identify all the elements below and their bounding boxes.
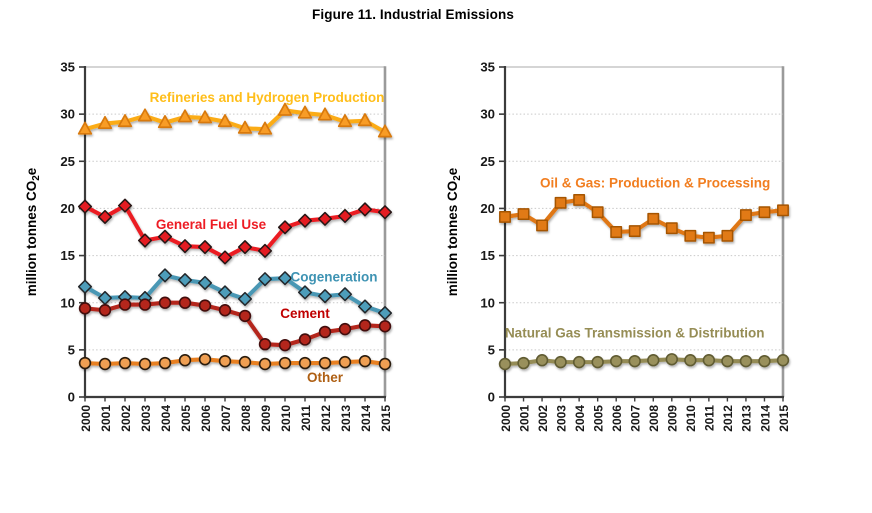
svg-text:2007: 2007 — [629, 405, 643, 432]
y-axis-label: million tonnes CO2e — [24, 167, 42, 296]
svg-text:2011: 2011 — [703, 405, 717, 431]
svg-text:2005: 2005 — [591, 405, 605, 432]
series-general-fuel-use — [77, 198, 393, 265]
svg-text:15: 15 — [60, 248, 75, 263]
svg-text:0: 0 — [68, 390, 75, 405]
svg-text:2003: 2003 — [554, 405, 568, 432]
series-label-other: Other — [307, 370, 344, 385]
svg-text:2000: 2000 — [499, 405, 513, 432]
svg-text:5: 5 — [68, 342, 75, 357]
svg-text:10: 10 — [60, 295, 75, 310]
x-tick-labels: 2000 2001 2002 2003 2004 2005 2006 2007 2008 2009… — [499, 397, 791, 432]
plot-area — [505, 67, 783, 397]
y-tick-labels: 0 5 10 15 20 25 30 35 — [480, 60, 505, 405]
svg-text:30: 30 — [60, 107, 75, 122]
series-label-general-fuel-use: General Fuel Use — [156, 217, 267, 232]
svg-text:2006: 2006 — [610, 405, 624, 432]
svg-text:2002: 2002 — [119, 405, 133, 432]
svg-text:30: 30 — [480, 107, 495, 122]
svg-text:10: 10 — [480, 295, 495, 310]
series-cogeneration — [77, 268, 393, 321]
svg-text:2005: 2005 — [179, 405, 193, 432]
y-tick-labels: 0 5 10 15 20 25 30 35 — [60, 60, 85, 405]
svg-text:2013: 2013 — [339, 405, 353, 432]
svg-text:35: 35 — [480, 60, 495, 75]
svg-text:25: 25 — [60, 154, 75, 169]
svg-text:2001: 2001 — [517, 405, 531, 432]
svg-text:2002: 2002 — [536, 405, 550, 432]
series-label-oil-gas-production-processing: Oil & Gas: Production & Processing — [540, 176, 770, 191]
svg-text:2006: 2006 — [199, 405, 213, 432]
svg-text:2007: 2007 — [219, 405, 233, 432]
svg-text:2001: 2001 — [99, 405, 113, 432]
svg-text:2004: 2004 — [573, 405, 587, 432]
svg-text:2004: 2004 — [159, 405, 173, 432]
x-tick-labels: 2000 2001 2002 2003 2004 2005 2006 2007 2008 2009… — [79, 397, 393, 432]
y-axis-label: million tonnes CO2e — [445, 167, 463, 296]
series-oil-gas-production-processing — [499, 193, 789, 244]
svg-text:35: 35 — [60, 60, 75, 75]
series-cement — [78, 296, 392, 352]
series-label-natural-gas-transmission-distribution: Natural Gas Transmission & Distribution — [505, 326, 765, 341]
svg-text:25: 25 — [480, 154, 495, 169]
svg-text:2014: 2014 — [758, 405, 772, 432]
svg-text:5: 5 — [488, 342, 495, 357]
svg-text:20: 20 — [60, 201, 75, 216]
svg-text:2009: 2009 — [259, 405, 273, 432]
series-refineries-and-hydrogen-production — [77, 102, 393, 138]
svg-text:15: 15 — [480, 248, 495, 263]
figure-title: Figure 11. Industrial Emissions — [312, 7, 514, 22]
svg-text:2015: 2015 — [379, 405, 393, 432]
svg-text:2003: 2003 — [139, 405, 153, 432]
svg-text:2010: 2010 — [684, 405, 698, 432]
svg-text:0: 0 — [488, 390, 495, 405]
svg-text:2012: 2012 — [319, 405, 333, 432]
series-label-refineries-and-hydrogen-production: Refineries and Hydrogen Production — [150, 90, 385, 105]
plot-area — [85, 67, 385, 397]
svg-text:2000: 2000 — [79, 405, 93, 432]
svg-text:2014: 2014 — [359, 405, 373, 432]
svg-text:2011: 2011 — [299, 405, 313, 431]
svg-text:2009: 2009 — [666, 405, 680, 432]
svg-text:2008: 2008 — [239, 405, 253, 432]
svg-text:2010: 2010 — [279, 405, 293, 432]
svg-text:20: 20 — [480, 201, 495, 216]
svg-text:2013: 2013 — [740, 405, 754, 432]
series-label-cement: Cement — [280, 306, 330, 321]
svg-text:2008: 2008 — [647, 405, 661, 432]
svg-text:2015: 2015 — [777, 405, 791, 432]
svg-text:2012: 2012 — [721, 405, 735, 432]
series-natural-gas-transmission-distribution — [498, 353, 790, 371]
series-other — [78, 353, 392, 371]
series-label-cogeneration: Cogeneration — [290, 269, 377, 284]
